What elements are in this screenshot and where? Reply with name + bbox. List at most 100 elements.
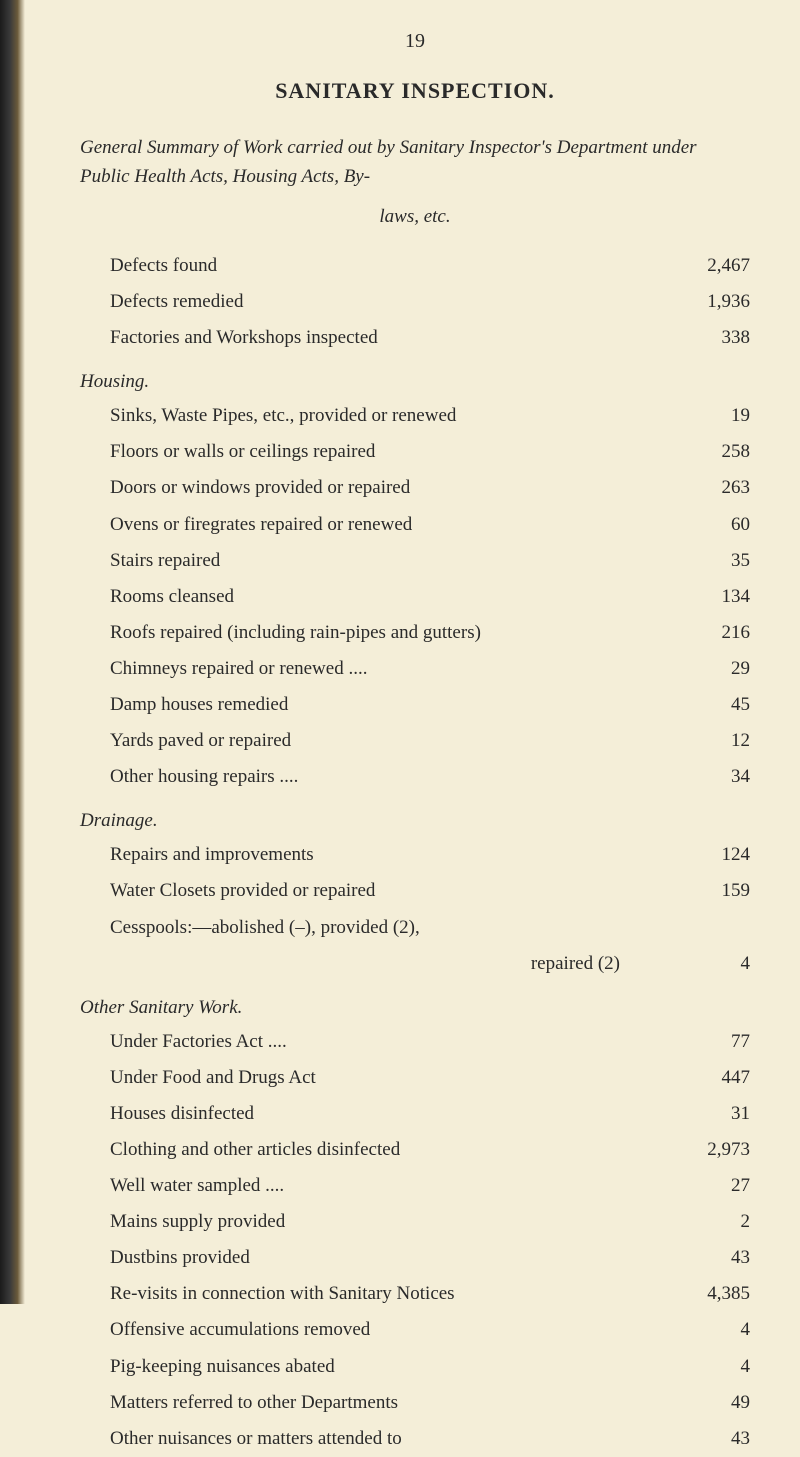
row-value: 34 (660, 759, 750, 795)
row-label: Yards paved or repaired (110, 723, 660, 759)
row-value: 338 (660, 320, 750, 356)
table-row: Other housing repairs ....34 (80, 759, 750, 795)
row-label: Matters referred to other Departments (110, 1385, 660, 1421)
row-label: Houses disinfected (110, 1096, 660, 1132)
row-value: 35 (660, 543, 750, 579)
page-binding-edge (0, 0, 25, 1304)
row-value: 2,973 (660, 1132, 750, 1168)
housing-heading: Housing. (80, 371, 750, 393)
table-row: Yards paved or repaired12 (80, 723, 750, 759)
row-value: 43 (660, 1421, 750, 1457)
table-row: Water Closets provided or repaired159 (80, 873, 750, 909)
row-label: Re-visits in connection with Sanitary No… (110, 1276, 660, 1312)
row-value: 27 (660, 1168, 750, 1204)
table-row: Doors or windows provided or repaired263 (80, 470, 750, 506)
table-row: Cesspools:—abolished (–), provided (2), (80, 910, 750, 946)
row-label: Under Factories Act .... (110, 1024, 660, 1060)
row-label: Clothing and other articles disinfected (110, 1132, 660, 1168)
row-label: Defects found (110, 248, 660, 284)
row-label: Defects remedied (110, 284, 660, 320)
row-value: 216 (660, 615, 750, 651)
row-label: Other housing repairs .... (110, 759, 660, 795)
row-value: 77 (660, 1024, 750, 1060)
row-label: Rooms cleansed (110, 579, 660, 615)
row-value: 2,467 (660, 248, 750, 284)
row-value: 124 (660, 837, 750, 873)
row-label: Stairs repaired (110, 543, 660, 579)
row-value: 1,936 (660, 284, 750, 320)
main-title: SANITARY INSPECTION. (80, 78, 750, 104)
row-label: Ovens or firegrates repaired or renewed (110, 507, 660, 543)
row-value: 19 (660, 398, 750, 434)
other-heading: Other Sanitary Work. (80, 997, 750, 1019)
table-row: Ovens or firegrates repaired or renewed6… (80, 507, 750, 543)
row-value: 159 (660, 873, 750, 909)
row-value: 258 (660, 434, 750, 470)
drainage-heading: Drainage. (80, 810, 750, 832)
row-value: 447 (660, 1060, 750, 1096)
table-row: Stairs repaired35 (80, 543, 750, 579)
row-label: Cesspools:—abolished (–), provided (2), (110, 910, 660, 946)
row-value: 31 (660, 1096, 750, 1132)
row-value: 45 (660, 687, 750, 723)
row-value: 12 (660, 723, 750, 759)
intro-line2: laws, etc. (80, 206, 750, 228)
housing-section: Sinks, Waste Pipes, etc., provided or re… (80, 398, 750, 795)
table-row: Pig-keeping nuisances abated4 (80, 1349, 750, 1385)
page-number: 19 (80, 30, 750, 53)
table-row: Clothing and other articles disinfected2… (80, 1132, 750, 1168)
table-row: Rooms cleansed134 (80, 579, 750, 615)
table-row: Under Food and Drugs Act447 (80, 1060, 750, 1096)
intro-paragraph: General Summary of Work carried out by S… (80, 134, 750, 191)
top-section: Defects found2,467Defects remedied1,936F… (80, 248, 750, 356)
row-value: 60 (660, 507, 750, 543)
row-label: repaired (2) (80, 946, 660, 982)
row-label: Sinks, Waste Pipes, etc., provided or re… (110, 398, 660, 434)
row-label: Pig-keeping nuisances abated (110, 1349, 660, 1385)
row-value: 263 (660, 470, 750, 506)
table-row: Damp houses remedied45 (80, 687, 750, 723)
row-value: 49 (660, 1385, 750, 1421)
row-label: Well water sampled .... (110, 1168, 660, 1204)
table-row: Other nuisances or matters attended to43 (80, 1421, 750, 1457)
drainage-section: Repairs and improvements124Water Closets… (80, 837, 750, 945)
row-label: Chimneys repaired or renewed .... (110, 651, 660, 687)
row-label: Repairs and improvements (110, 837, 660, 873)
table-row: Defects found2,467 (80, 248, 750, 284)
row-value: 134 (660, 579, 750, 615)
row-value: 43 (660, 1240, 750, 1276)
table-row: Defects remedied1,936 (80, 284, 750, 320)
repaired-row: repaired (2) 4 (80, 946, 750, 982)
row-value: 4,385 (660, 1276, 750, 1312)
row-label: Factories and Workshops inspected (110, 320, 660, 356)
row-value: 4 (660, 1349, 750, 1385)
row-label: Doors or windows provided or repaired (110, 470, 660, 506)
row-label: Damp houses remedied (110, 687, 660, 723)
row-label: Under Food and Drugs Act (110, 1060, 660, 1096)
row-label: Mains supply provided (110, 1204, 660, 1240)
table-row: Well water sampled ....27 (80, 1168, 750, 1204)
row-label: Roofs repaired (including rain-pipes and… (110, 615, 660, 651)
row-value: 4 (660, 1312, 750, 1348)
table-row: Repairs and improvements124 (80, 837, 750, 873)
row-label: Dustbins provided (110, 1240, 660, 1276)
table-row: Houses disinfected31 (80, 1096, 750, 1132)
table-row: Dustbins provided43 (80, 1240, 750, 1276)
other-section: Under Factories Act ....77Under Food and… (80, 1024, 750, 1457)
row-value: 4 (660, 946, 750, 982)
table-row: Floors or walls or ceilings repaired258 (80, 434, 750, 470)
row-value: 2 (660, 1204, 750, 1240)
table-row: Mains supply provided2 (80, 1204, 750, 1240)
table-row: Under Factories Act ....77 (80, 1024, 750, 1060)
table-row: Roofs repaired (including rain-pipes and… (80, 615, 750, 651)
row-label: Offensive accumulations removed (110, 1312, 660, 1348)
table-row: Matters referred to other Departments49 (80, 1385, 750, 1421)
table-row: Offensive accumulations removed4 (80, 1312, 750, 1348)
table-row: Chimneys repaired or renewed ....29 (80, 651, 750, 687)
table-row: Sinks, Waste Pipes, etc., provided or re… (80, 398, 750, 434)
row-label: Other nuisances or matters attended to (110, 1421, 660, 1457)
row-label: Water Closets provided or repaired (110, 873, 660, 909)
row-label: Floors or walls or ceilings repaired (110, 434, 660, 470)
row-value: 29 (660, 651, 750, 687)
table-row: Re-visits in connection with Sanitary No… (80, 1276, 750, 1312)
